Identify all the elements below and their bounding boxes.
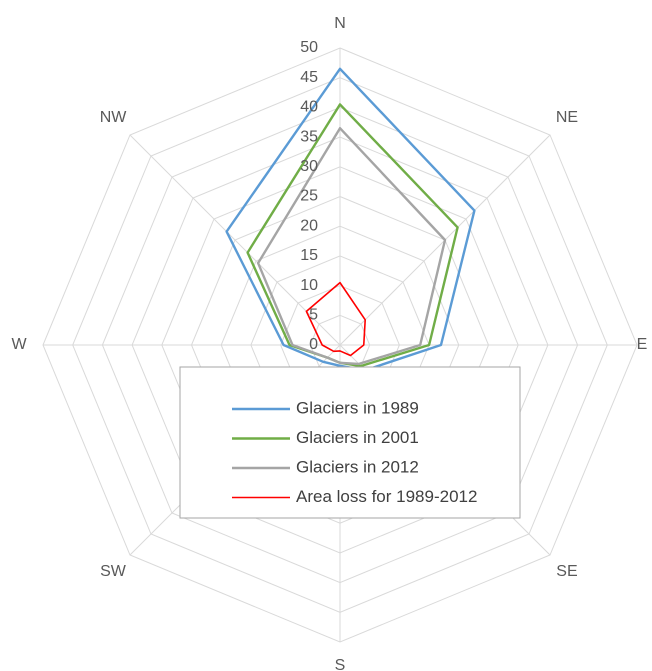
legend-text: Area loss for 1989-2012 <box>296 487 477 506</box>
r-tick-label: 30 <box>300 158 318 175</box>
legend-box <box>179 366 521 519</box>
category-label: NW <box>100 109 128 126</box>
r-tick-label: 40 <box>300 99 318 116</box>
r-tick-label: 35 <box>300 128 318 145</box>
spoke <box>129 134 341 346</box>
category-label: NE <box>556 109 578 126</box>
series-line <box>225 67 476 372</box>
r-tick-label: 20 <box>300 217 318 234</box>
series-line <box>305 281 367 357</box>
r-tick-label: 0 <box>309 336 318 353</box>
r-tick-label: 25 <box>300 188 318 205</box>
legend-text: Glaciers in 2012 <box>296 457 419 476</box>
r-tick-label: 15 <box>300 247 318 264</box>
series-line <box>256 126 447 366</box>
series-line <box>246 103 459 368</box>
r-tick-label: 50 <box>300 39 318 56</box>
category-label: N <box>334 15 346 32</box>
legend: Glaciers in 1989 Glaciers in 2001 Glaciers… <box>179 366 521 519</box>
category-label: S <box>335 657 346 671</box>
r-tick-label: 5 <box>309 307 318 324</box>
category-label: SW <box>100 563 127 580</box>
r-tick-label: 10 <box>300 277 318 294</box>
r-tick-label: 45 <box>300 69 318 86</box>
legend-text: Glaciers in 1989 <box>296 398 419 417</box>
legend-text: Glaciers in 2001 <box>296 428 419 447</box>
category-label: W <box>11 336 27 353</box>
category-label: SE <box>556 563 577 580</box>
category-label: E <box>637 336 648 353</box>
